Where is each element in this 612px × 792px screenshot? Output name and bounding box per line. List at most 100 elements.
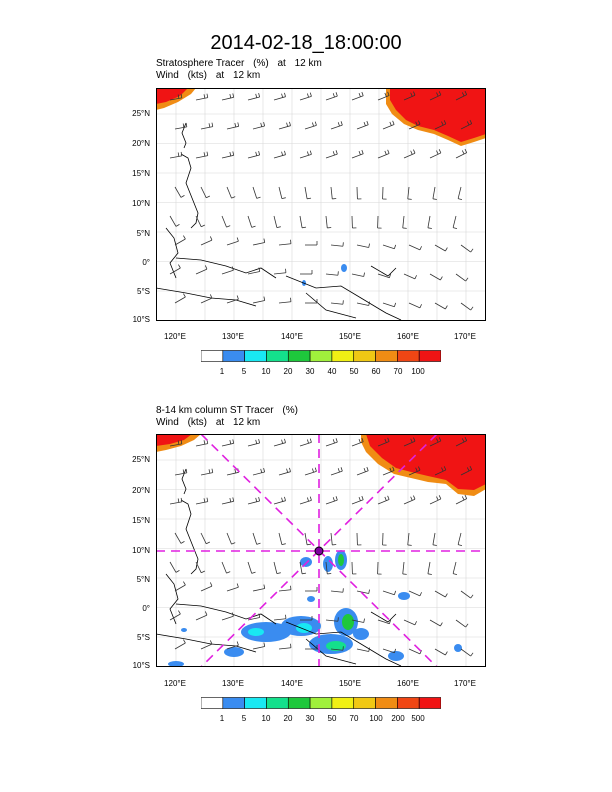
panel1-lat-label: 10°S <box>132 315 150 324</box>
wind-barb <box>174 293 186 304</box>
wind-barb <box>382 466 395 476</box>
wind-barb <box>174 122 188 130</box>
panel1-colorbar-label: 20 <box>283 367 293 376</box>
panel1-field-at: at <box>277 58 286 69</box>
wind-barb <box>226 641 239 650</box>
wind-barb <box>356 589 370 594</box>
wind-barb <box>174 581 186 592</box>
panel1-subtitle: Stratosphere Tracer (%) at 12 km <box>156 58 328 69</box>
wind-barb <box>455 436 468 447</box>
wind-barb <box>169 561 180 573</box>
wind-barb <box>356 243 370 248</box>
wind-barb <box>408 244 422 251</box>
wind-barb <box>226 532 236 545</box>
wind-barb <box>356 647 370 652</box>
panel2-colorbar-label: 100 <box>369 714 383 723</box>
wind-barb <box>299 496 312 505</box>
wind-barb <box>429 91 442 101</box>
wind-barb <box>195 93 209 101</box>
wind-barb <box>252 642 266 650</box>
wind-barb <box>434 648 448 656</box>
panel1-lat-label: 20°N <box>132 139 150 148</box>
wind-barb <box>460 119 473 130</box>
page-title: 2014-02-18_18:00:00 <box>210 32 402 54</box>
wind-barb <box>351 437 364 447</box>
panel2-lat-label: 10°N <box>132 546 150 555</box>
wind-barb <box>252 238 266 246</box>
panel2-wind-barbs <box>169 436 474 657</box>
colorbar-swatch <box>266 350 289 362</box>
wind-barb <box>377 495 390 505</box>
wind-barb <box>278 643 292 650</box>
panel2-lat-label: 5°N <box>136 575 150 584</box>
wind-barb <box>278 239 292 246</box>
wind-barb <box>434 120 447 130</box>
wind-barb <box>226 583 239 592</box>
wind-barb <box>200 532 211 545</box>
wind-barb <box>221 561 231 574</box>
wind-barb <box>434 302 448 310</box>
wind-barb <box>408 302 422 309</box>
wind-barb <box>278 585 292 592</box>
wind-barb <box>356 466 369 476</box>
wind-barb <box>330 186 337 200</box>
wind-barb <box>429 619 443 627</box>
wind-barb <box>460 590 474 599</box>
wind-barb <box>252 584 266 592</box>
wind-barb <box>226 186 236 199</box>
wind-barb <box>351 149 364 159</box>
wind-barb <box>330 121 343 130</box>
wind-barb <box>452 561 458 575</box>
panel2-lon-label: 150°E <box>339 679 361 688</box>
panel1-lat-label: 0° <box>142 258 150 267</box>
wind-barb <box>377 91 390 101</box>
wind-barb <box>247 151 261 159</box>
wind-barb <box>432 186 437 200</box>
panel2-lat-label: 25°N <box>132 455 150 464</box>
wind-barb <box>174 235 186 246</box>
panel2-lon-label: 170°E <box>454 679 476 688</box>
panel1-lon-label: 130°E <box>222 332 244 341</box>
wind-barb <box>382 590 397 596</box>
colorbar-swatch <box>397 697 420 709</box>
wind-barb <box>325 617 339 622</box>
panel2-lat-label: 15°N <box>132 516 150 525</box>
wind-barb <box>382 120 395 130</box>
wind-barb <box>460 465 473 476</box>
wind-barb <box>278 467 291 476</box>
wind-barb <box>351 215 357 229</box>
panel2-lon-label: 140°E <box>281 679 303 688</box>
wind-barb <box>325 271 339 276</box>
wind-barb <box>200 236 213 246</box>
panel2-colorbar-label: 500 <box>411 714 425 723</box>
wind-barb <box>273 561 281 575</box>
colorbar-swatch <box>287 697 311 709</box>
wind-barb <box>200 186 211 199</box>
wind-barb <box>402 215 407 229</box>
colorbar-swatch <box>353 697 376 709</box>
panel1-colorbar-label: 30 <box>305 367 315 376</box>
wind-barb <box>351 272 365 277</box>
panel1-lat-label: 15°N <box>132 169 150 178</box>
panel1-colorbar-label: 60 <box>371 367 381 376</box>
wind-barb <box>351 618 365 623</box>
wind-barb <box>434 244 448 252</box>
panel2-lon-label: 130°E <box>222 679 244 688</box>
wind-barb <box>174 639 186 650</box>
wind-barb <box>429 273 443 281</box>
wind-barb <box>252 532 261 545</box>
wind-barb <box>304 121 317 130</box>
wind-barb <box>221 93 235 101</box>
panel2-colorbar <box>201 697 441 709</box>
wind-barb <box>377 437 390 447</box>
wind-barb <box>330 467 343 476</box>
wind-barb <box>247 215 256 228</box>
wind-barb <box>169 439 183 447</box>
panel1-colorbar-label: 50 <box>349 367 359 376</box>
wind-barb <box>247 267 261 275</box>
panel2-lon-label: 120°E <box>164 679 186 688</box>
panel2-lat-label: 5°S <box>137 633 150 642</box>
wind-barb <box>305 645 318 650</box>
colorbar-swatch <box>309 350 333 362</box>
panel2-colorbar-label: 5 <box>241 714 247 723</box>
